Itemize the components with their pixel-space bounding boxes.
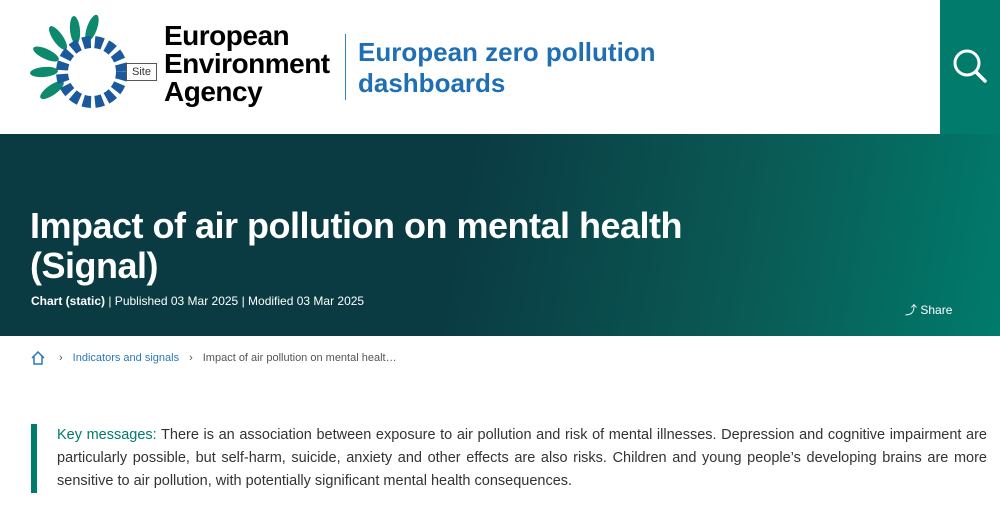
share-button[interactable]: ⤴ Share [905,301,952,318]
chevron-right-icon: › [59,352,63,364]
key-messages: Key messages: There is an association be… [31,424,987,493]
published-date: | Published 03 Mar 2025 [108,294,239,308]
search-button[interactable] [940,0,1000,134]
key-messages-text: There is an association between exposure… [57,427,987,489]
divider [345,34,346,100]
breadcrumb: › Indicators and signals › Impact of air… [31,351,397,365]
page-title: Impact of air pollution on mental health… [30,205,683,286]
eea-logo[interactable] [30,12,140,122]
modified-date: | Modified 03 Mar 2025 [241,294,365,308]
share-icon: ⤴ [905,303,918,317]
logo-line: Agency [164,76,263,107]
breadcrumb-current: Impact of air pollution on mental healt… [202,352,397,364]
content-type: Chart (static) [31,294,106,308]
logo-line: European [164,20,290,51]
search-icon [953,49,987,83]
share-label: Share [920,303,953,317]
breadcrumb-indicators[interactable]: Indicators and signals [72,352,180,364]
home-icon[interactable] [31,351,45,365]
site-label[interactable]: Site [126,63,157,81]
site-header: Site European Environment Agency Europea… [0,0,940,134]
page-meta: Chart (static) | Published 03 Mar 2025 |… [31,294,364,308]
dashboard-title[interactable]: European zero pollution dashboards [358,37,656,98]
hero-banner: Impact of air pollution on mental health… [0,134,1000,336]
logo-line: Environment [164,48,330,79]
eea-wordmark[interactable]: European Environment Agency [164,22,330,106]
chevron-right-icon: › [189,352,193,364]
key-messages-label: Key messages: [57,427,157,443]
